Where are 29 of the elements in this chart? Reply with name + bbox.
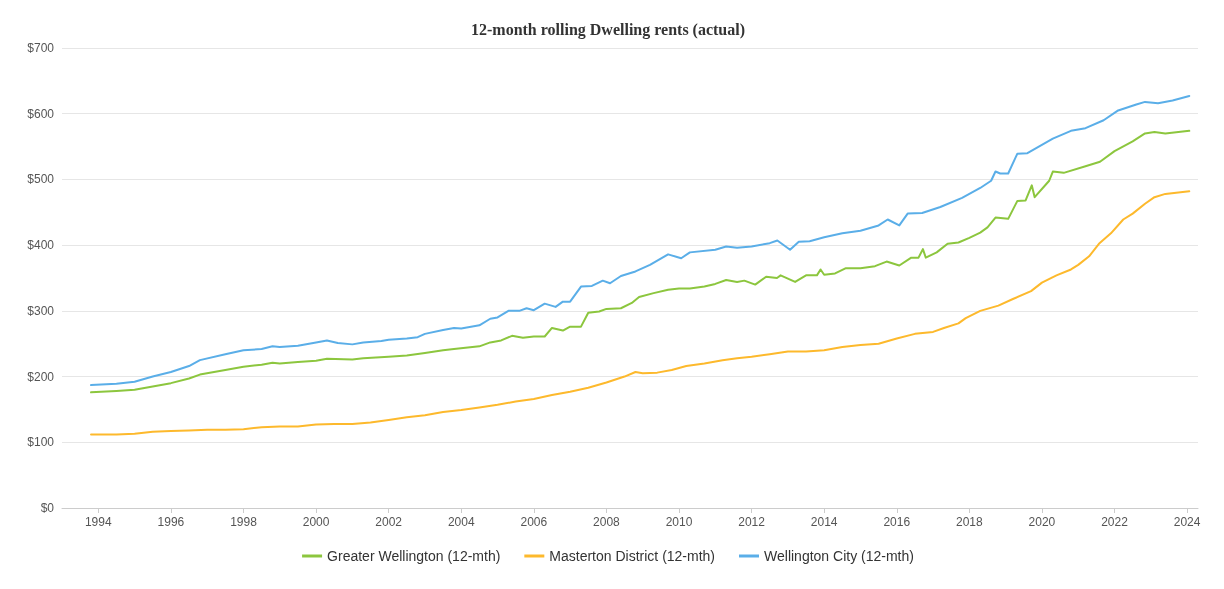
y-tick-label: $100 <box>27 435 55 450</box>
x-tick-label: 2014 <box>810 515 838 529</box>
x-tick-label: 1998 <box>230 515 258 529</box>
x-tick-label: 2004 <box>447 515 475 529</box>
x-tick-label: 2000 <box>302 515 330 529</box>
x-tick-label: 2022 <box>1101 515 1129 529</box>
y-tick-label: $500 <box>27 172 55 187</box>
y-tick-label: $600 <box>27 106 55 121</box>
y-tick-label: $400 <box>27 238 55 253</box>
line-series <box>90 190 1191 436</box>
x-tick-label: 2002 <box>375 515 403 529</box>
legend-label: Wellington City (12-mth) <box>764 548 914 564</box>
x-tick-label: 2012 <box>738 515 766 529</box>
x-tick-label: 2010 <box>665 515 693 529</box>
x-tick-label: 2008 <box>593 515 621 529</box>
x-tick-label: 2006 <box>520 515 548 529</box>
legend-label: Greater Wellington (12-mth) <box>327 548 501 564</box>
chart-title: 12-month rolling Dwelling rents (actual) <box>470 20 746 39</box>
y-tick-label: $700 <box>27 41 55 55</box>
x-tick-label: 2020 <box>1028 515 1056 529</box>
legend-label: Masterton District (12-mth) <box>549 548 716 564</box>
x-tick-label: 2024 <box>1173 515 1201 529</box>
x-tick-label: 2018 <box>956 515 984 529</box>
x-tick-label: 1994 <box>84 515 112 529</box>
x-tick-label: 2016 <box>883 515 911 529</box>
x-tick-label: 1996 <box>157 515 185 529</box>
y-tick-label: $300 <box>27 303 55 318</box>
y-tick-label: $200 <box>27 369 55 384</box>
y-tick-label: $0 <box>40 501 55 515</box>
